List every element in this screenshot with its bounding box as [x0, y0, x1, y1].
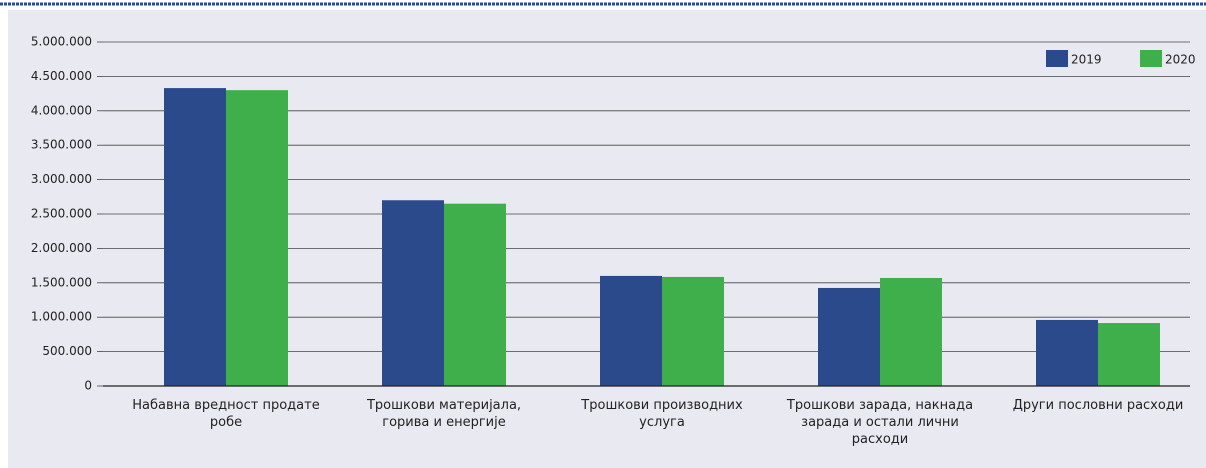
x-tick-label: Други пословни расходи	[1012, 398, 1184, 413]
x-tick-label: Набавна вредност продате робе	[132, 398, 320, 430]
y-tick-label: 4.000.000	[31, 103, 92, 117]
y-tick-label: 2.000.000	[31, 241, 92, 255]
y-tick-label: 3.000.000	[31, 172, 92, 186]
bar	[226, 90, 288, 386]
x-tick-label: Трошкови производних услуга	[581, 398, 743, 430]
bar	[382, 200, 444, 386]
y-tick-label: 500.000	[42, 344, 92, 358]
bar	[880, 277, 942, 386]
bar	[600, 275, 662, 386]
y-tick-label: 0	[84, 379, 92, 393]
bar	[444, 203, 506, 386]
y-tick-label: 5.000.000	[31, 35, 92, 49]
y-tick-label: 2.500.000	[31, 207, 92, 221]
legend-label: 2020	[1165, 53, 1196, 67]
legend-swatch	[1046, 50, 1068, 67]
y-tick-label: 1.500.000	[31, 275, 92, 289]
bar	[818, 287, 880, 386]
x-tick-label: Трошкови зарада, накнада зарада и остали…	[786, 398, 974, 447]
bar	[1036, 319, 1098, 386]
bar	[662, 276, 724, 386]
y-tick-label: 1.000.000	[31, 310, 92, 324]
legend-swatch	[1140, 50, 1162, 67]
x-tick-label: Трошкови материјала, горива и енергије	[366, 398, 522, 430]
legend-label: 2019	[1071, 53, 1102, 67]
y-tick-label: 3.500.000	[31, 138, 92, 152]
y-tick-label: 4.500.000	[31, 69, 92, 83]
bar	[1098, 323, 1160, 386]
bar	[164, 88, 226, 386]
